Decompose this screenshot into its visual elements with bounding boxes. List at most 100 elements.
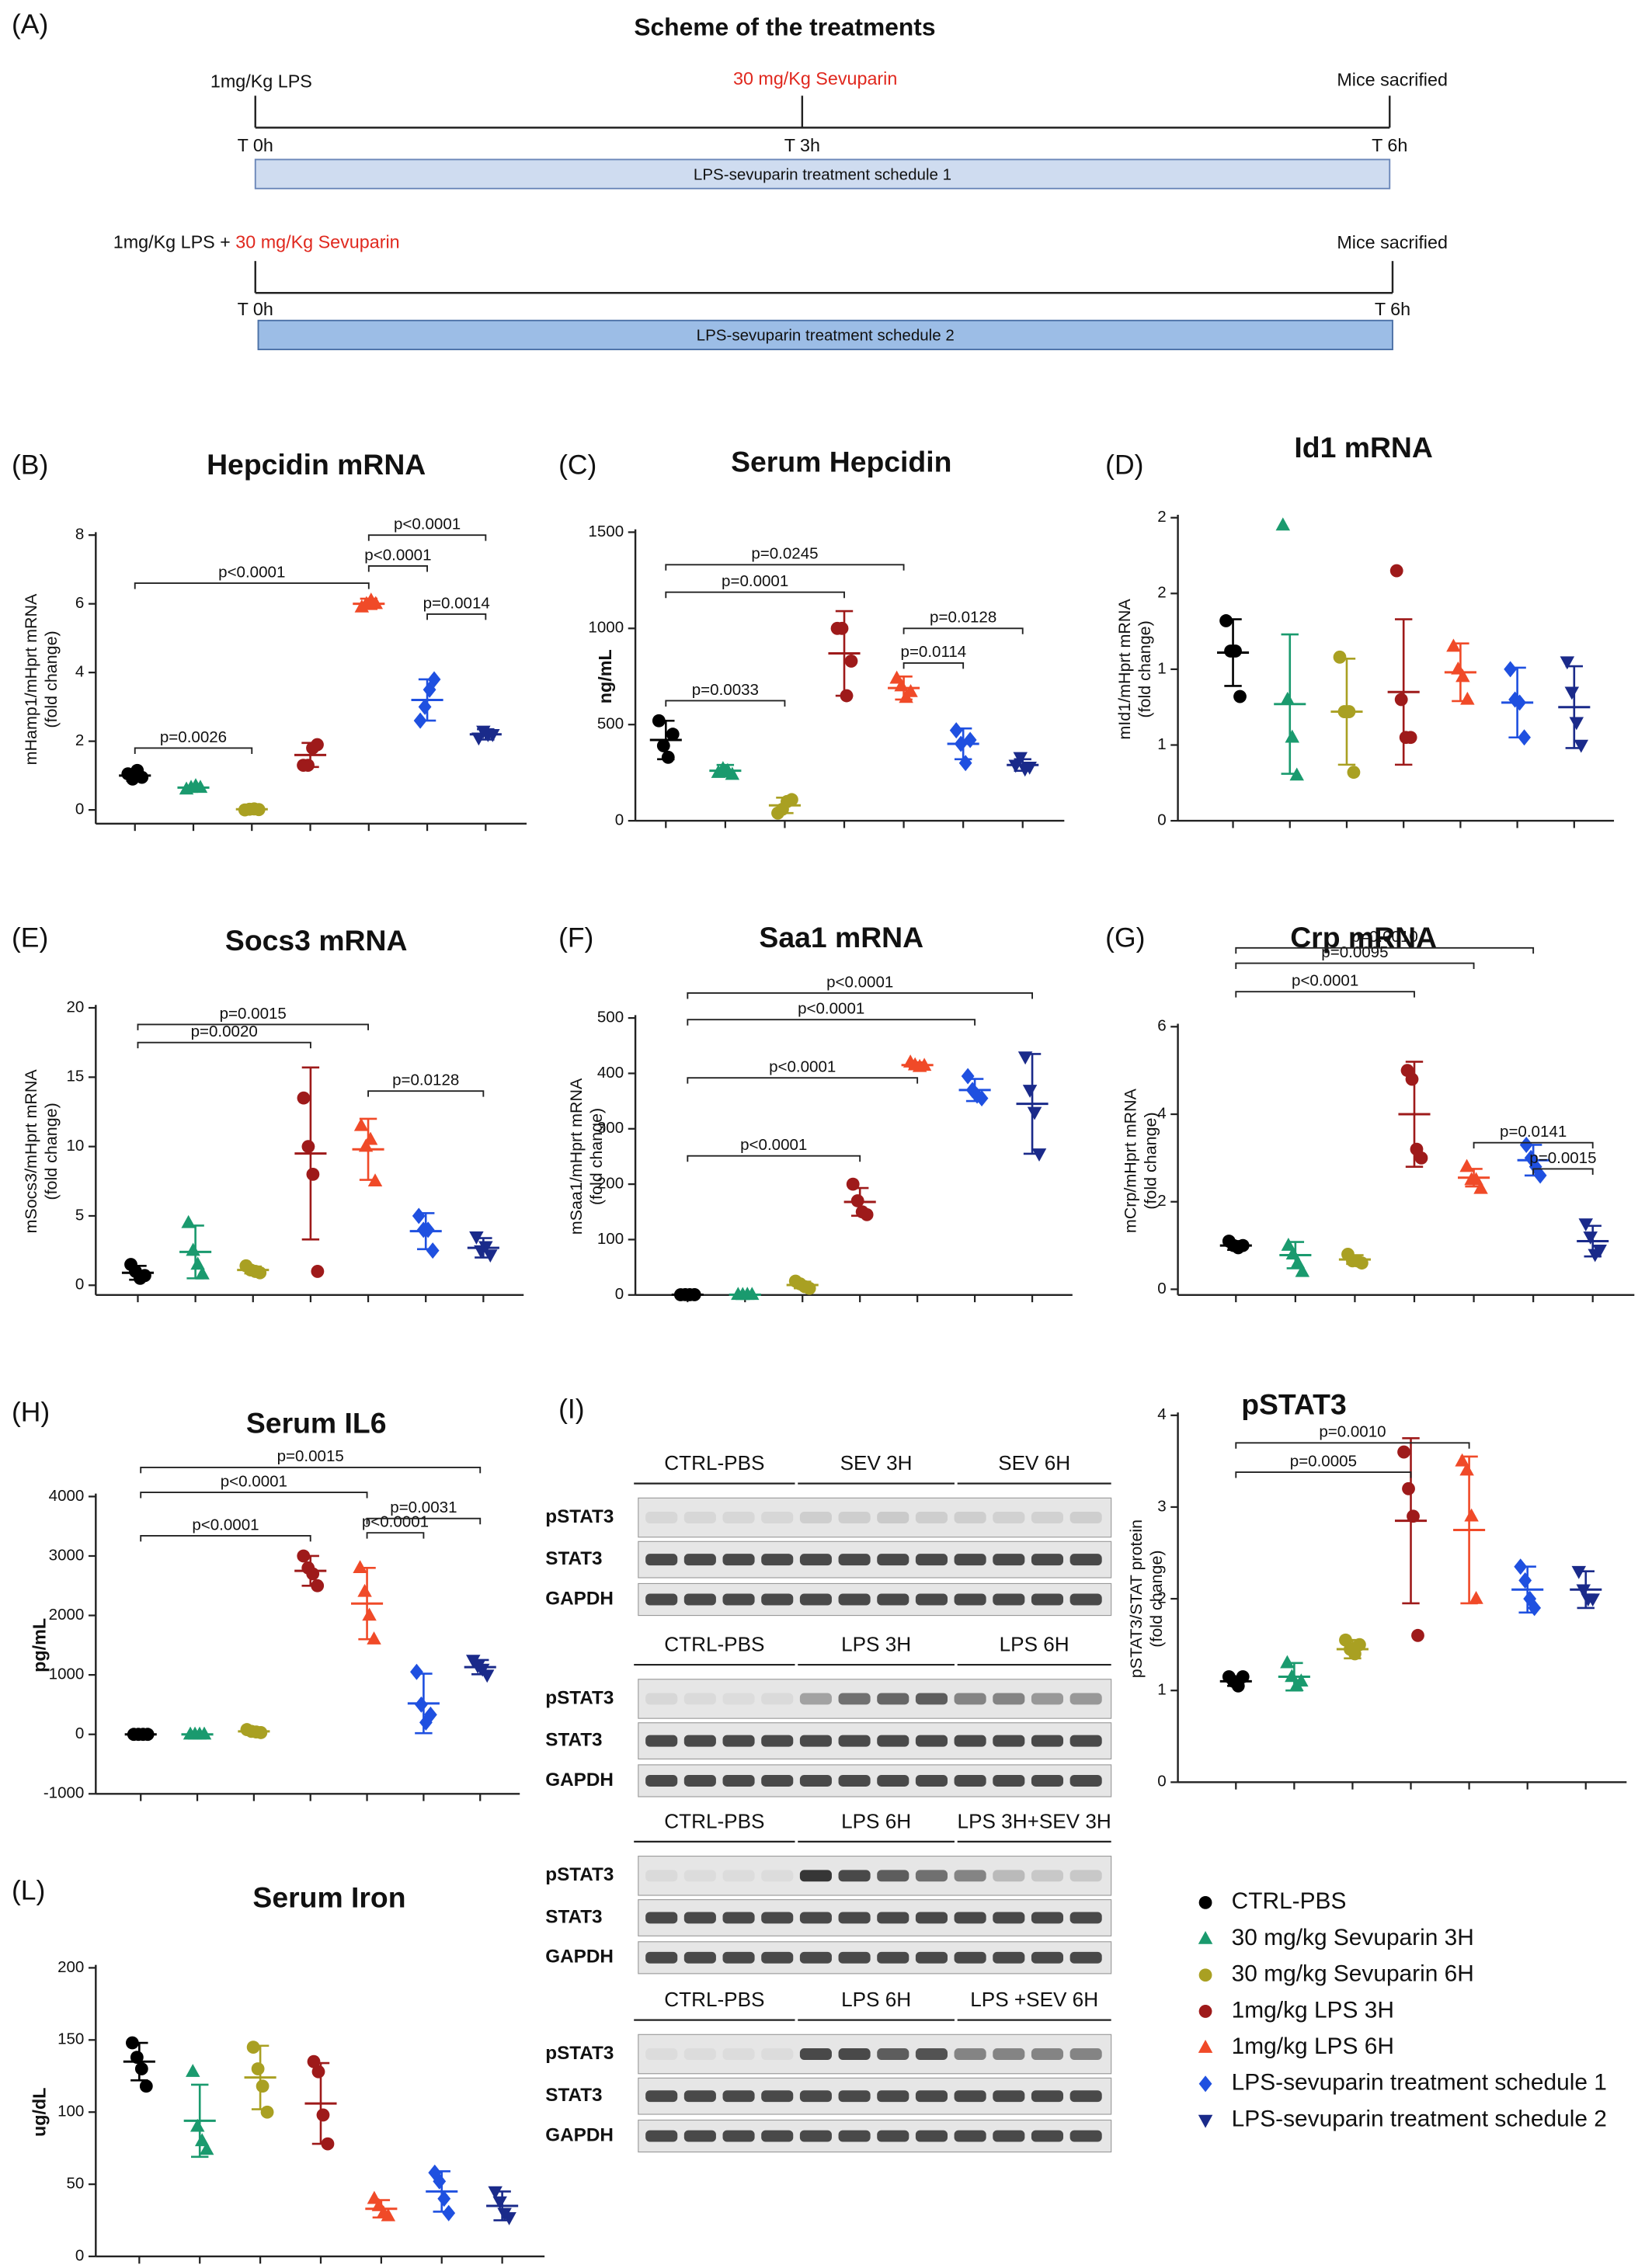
western-blot: CTRL-PBS SEV 3H SEV 6H pSTAT3 STAT3 GAPDH: [545, 1451, 1112, 1617]
error-bar: [1518, 1565, 1536, 1614]
chart: (E) Socs3 mRNA mSocs3/mHprt mRNA (fold chan…: [12, 922, 524, 1303]
significance-bracket: [902, 627, 1024, 634]
panel-label: (F): [558, 922, 593, 953]
blot-band: [722, 1693, 755, 1705]
error-bar: [415, 1672, 433, 1735]
lane-group-label: CTRL-PBS: [664, 1810, 764, 1833]
data-point: [1469, 1590, 1483, 1604]
y-tick-label: 4: [75, 663, 84, 681]
p-value: p=0.0005: [1290, 1452, 1357, 1470]
data-point: [666, 728, 680, 741]
error-bar: [1452, 642, 1469, 703]
time-label: T 6h: [1375, 299, 1410, 319]
blot-band: [838, 1735, 871, 1747]
chart: (C) Serum Hepcidin ng/mL 0 500 1000 1500 p=0.00…: [558, 446, 1065, 829]
data-point: [502, 2212, 516, 2225]
data-point: [367, 1631, 381, 1645]
y-tick-label: 0: [1157, 811, 1166, 829]
significance-bracket: [137, 1023, 369, 1030]
y-tick-label: 0: [1157, 1280, 1166, 1297]
significance-bracket: [1473, 1141, 1594, 1149]
blot-band: [915, 1693, 948, 1705]
y-tick-label: 2: [1157, 1589, 1166, 1607]
data-point: [1285, 729, 1299, 743]
significance-bracket: [366, 1517, 482, 1525]
blot-band: [838, 1951, 871, 1964]
y-tick-label: 500: [597, 1009, 624, 1026]
p-value: p=0.0001: [722, 572, 788, 590]
data-point: [1583, 1231, 1598, 1245]
y-axis-label: (fold change): [42, 1103, 61, 1200]
blot-band: [993, 1951, 1025, 1964]
data-point: [488, 2186, 503, 2200]
blot-band: [838, 2090, 871, 2103]
chart-title: pSTAT3: [1241, 1388, 1347, 1420]
blot-band: [954, 1775, 986, 1787]
blot-row-label: pSTAT3: [545, 1506, 614, 1527]
data-point: [1560, 656, 1575, 670]
blot-band: [877, 1870, 909, 1882]
data-point: [1576, 1584, 1591, 1598]
y-axis-label: mId1/mHprt mRNA: [1115, 599, 1134, 740]
y-tick-label: 3000: [49, 1546, 85, 1564]
data-point: [1397, 1445, 1410, 1459]
blot-band: [761, 1870, 794, 1882]
data-point: [835, 621, 849, 635]
legend-marker: [1198, 2075, 1212, 2093]
data-point: [479, 1669, 495, 1683]
blot-band: [799, 1593, 832, 1606]
blot-band: [799, 1693, 832, 1705]
y-axis-label: pSTAT3/STAT protein: [1127, 1520, 1146, 1678]
timeline-label: 30 mg/Kg Sevuparin: [733, 68, 897, 89]
blot-row-label: STAT3: [545, 2085, 602, 2106]
y-axis-label: ng/mL: [595, 649, 615, 703]
blot-band: [993, 1593, 1025, 1606]
blot-band: [954, 1593, 986, 1606]
legend-marker: [1198, 1930, 1213, 1944]
blot-band: [877, 1951, 909, 1964]
data-point: [844, 655, 858, 668]
blot-row-label: pSTAT3: [545, 2043, 614, 2064]
lane-group-label: LPS 3H+SEV 3H: [958, 1810, 1111, 1833]
blot-band: [1069, 1735, 1102, 1747]
blot-band: [877, 1735, 909, 1747]
legend-label: LPS-sevuparin treatment schedule 1: [1232, 2070, 1607, 2096]
blot-band: [683, 1512, 716, 1523]
y-tick-label: 15: [67, 1068, 85, 1085]
p-value: p=0.0128: [930, 609, 996, 627]
blot-band: [645, 1870, 678, 1882]
error-bar: [1286, 1241, 1305, 1269]
blot-band: [1069, 1593, 1102, 1606]
data-point: [1280, 1655, 1295, 1669]
data-point: [311, 2065, 325, 2079]
chart: (L) Serum Iron ug/dL 0 50 100 150 200: [12, 1875, 545, 2264]
blot-band: [761, 1693, 794, 1705]
p-value: p=0.0015: [220, 1005, 287, 1023]
error-bar: [1346, 1254, 1364, 1266]
lane-group-label: SEV 6H: [998, 1451, 1070, 1474]
error-bar: [776, 797, 794, 814]
blot-band: [877, 1775, 909, 1787]
blot-band: [761, 1775, 794, 1787]
data-point: [1281, 1238, 1296, 1251]
blot-band: [877, 1554, 909, 1566]
error-bar: [1285, 1662, 1303, 1692]
data-point: [1347, 766, 1361, 780]
y-tick-label: 1: [1157, 735, 1166, 753]
blot-band: [877, 1912, 909, 1924]
data-point: [1285, 1669, 1299, 1683]
error-bar: [191, 2083, 209, 2159]
data-point: [1294, 1673, 1309, 1687]
blot-band: [1031, 1512, 1064, 1523]
blot-band: [993, 1512, 1025, 1523]
blot-band: [761, 2090, 794, 2103]
blot-band: [877, 1593, 909, 1606]
p-value: p=0.0020: [191, 1023, 258, 1040]
y-axis-label: (fold change): [587, 1108, 606, 1205]
blot-band: [722, 1593, 755, 1606]
y-axis-label: (fold change): [1147, 1550, 1166, 1647]
data-point: [306, 1567, 320, 1581]
error-bar: [1460, 1455, 1478, 1605]
blot-band: [683, 2090, 716, 2103]
